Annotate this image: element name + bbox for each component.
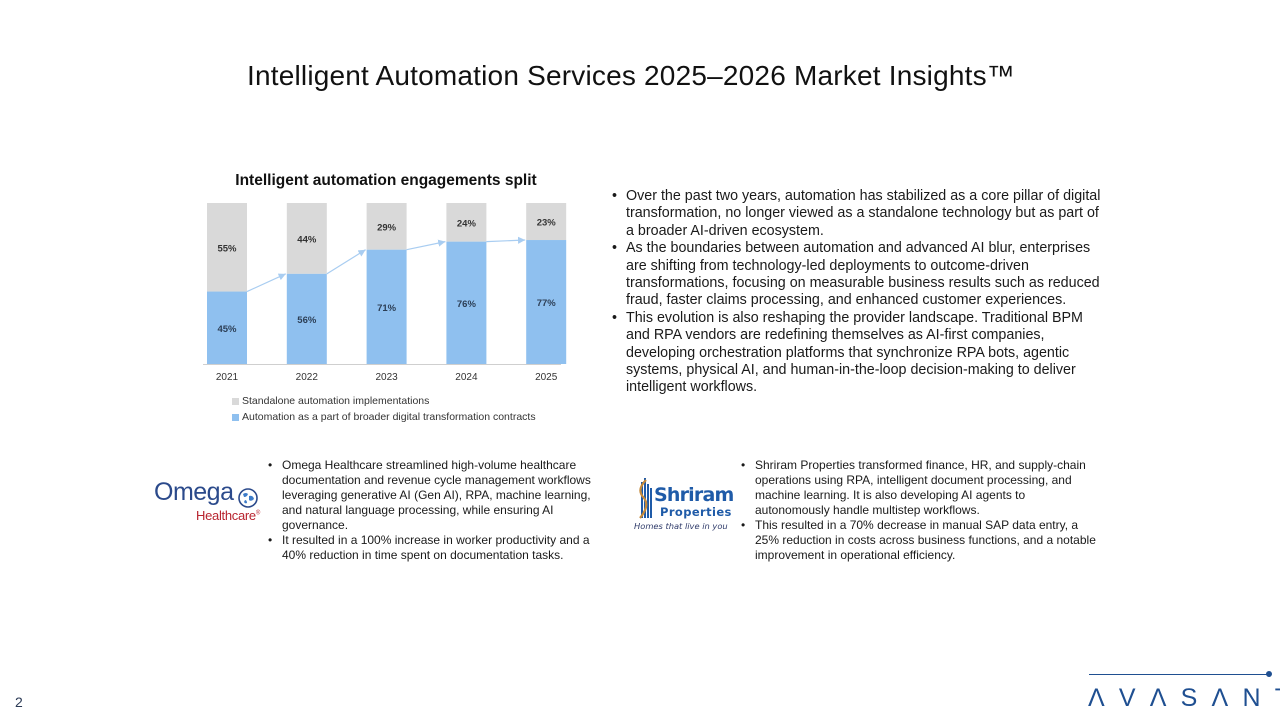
page-number: 2 (15, 694, 23, 710)
legend-label-standalone: Standalone automation implementations (242, 395, 430, 407)
bar-standalone-2021 (207, 203, 247, 292)
data-label-standalone-2022: 44% (297, 234, 317, 245)
stacked-bar-chart: 55% 45% 2021 44% 56% 2022 29% 71% 2023 24% 76% 2024… (203, 203, 567, 383)
shriram-bullet: Shriram Properties transformed finance, … (741, 458, 1101, 518)
shriram-properties-logo: Shriram Properties Homes that live in yo… (630, 474, 735, 534)
chart-legend: Standalone automation implementations Au… (232, 393, 536, 425)
shriram-logo-word: Shriram (654, 484, 734, 506)
legend-swatch-broader (232, 413, 239, 421)
insights-list: Over the past two years, automation has … (612, 188, 1102, 397)
omega-bullet: Omega Healthcare streamlined high-volume… (268, 458, 598, 533)
avasant-logo-word: ΛVΛSΛNT (1088, 684, 1280, 712)
bar-broader-2022 (286, 273, 327, 364)
bar-broader-2025 (526, 240, 567, 364)
x-tick-label-2022: 2022 (296, 372, 319, 383)
globe-icon (238, 488, 258, 508)
avasant-logo-line (1089, 674, 1267, 675)
insight-bullet: This evolution is also reshaping the pro… (612, 310, 1102, 397)
bar-broader-2021 (207, 291, 247, 364)
shriram-case-study: Shriram Properties transformed finance, … (741, 458, 1101, 563)
bar-standalone-2023 (366, 203, 407, 250)
building-mark-icon (639, 478, 652, 519)
legend-item-standalone: Standalone automation implementations (232, 393, 536, 409)
trend-arrow-2022-2023 (326, 249, 366, 275)
data-label-standalone-2025: 23% (537, 218, 557, 229)
data-label-broader-2021: 45% (217, 324, 237, 335)
shriram-bullet: This resulted in a 70% decrease in manua… (741, 518, 1101, 563)
legend-item-broader: Automation as a part of broader digital … (232, 409, 536, 425)
trend-arrow-2021-2022 (246, 273, 287, 293)
shriram-logo-tagline: Homes that live in you (634, 521, 728, 531)
avasant-logo: ΛVΛSΛNT (1086, 670, 1280, 716)
data-label-broader-2023: 71% (377, 303, 397, 314)
trend-arrow-2024-2025 (486, 236, 526, 244)
page-title: Intelligent Automation Services 2025–202… (246, 60, 1016, 91)
data-label-broader-2024: 76% (457, 299, 477, 310)
omega-logo-subtitle: Healthcare® (196, 508, 260, 523)
data-label-standalone-2021: 55% (217, 243, 237, 254)
x-tick-label-2023: 2023 (375, 372, 398, 383)
legend-swatch-standalone (232, 397, 239, 405)
x-tick-label-2024: 2024 (455, 372, 478, 383)
data-label-broader-2025: 77% (537, 298, 557, 309)
bar-broader-2023 (366, 249, 407, 364)
registered-mark: ® (255, 510, 260, 517)
data-label-standalone-2023: 29% (377, 222, 397, 233)
bar-standalone-2024 (446, 203, 487, 242)
bar-standalone-2022 (286, 203, 327, 274)
legend-label-broader: Automation as a part of broader digital … (242, 411, 536, 423)
insight-bullet: Over the past two years, automation has … (612, 188, 1102, 240)
data-label-broader-2022: 56% (297, 315, 317, 326)
omega-logo-sub-text: Healthcare (196, 508, 256, 523)
bar-broader-2024 (446, 241, 487, 364)
data-label-standalone-2024: 24% (457, 218, 477, 229)
insight-bullet: As the boundaries between automation and… (612, 240, 1102, 310)
omega-case-study: Omega Healthcare streamlined high-volume… (268, 458, 598, 563)
chart-title: Intelligent automation engagements split (235, 172, 537, 189)
shriram-logo-subtitle: Properties (660, 505, 732, 519)
avasant-logo-dot (1266, 671, 1272, 677)
trend-arrow-2023-2024 (406, 239, 446, 251)
omega-bullet: It resulted in a 100% increase in worker… (268, 533, 598, 563)
omega-logo-word: Omega (154, 478, 234, 506)
omega-healthcare-logo: Omega Healthcare® (154, 478, 272, 526)
x-tick-label-2025: 2025 (535, 372, 558, 383)
bar-standalone-2025 (526, 203, 567, 241)
x-tick-label-2021: 2021 (216, 372, 239, 383)
